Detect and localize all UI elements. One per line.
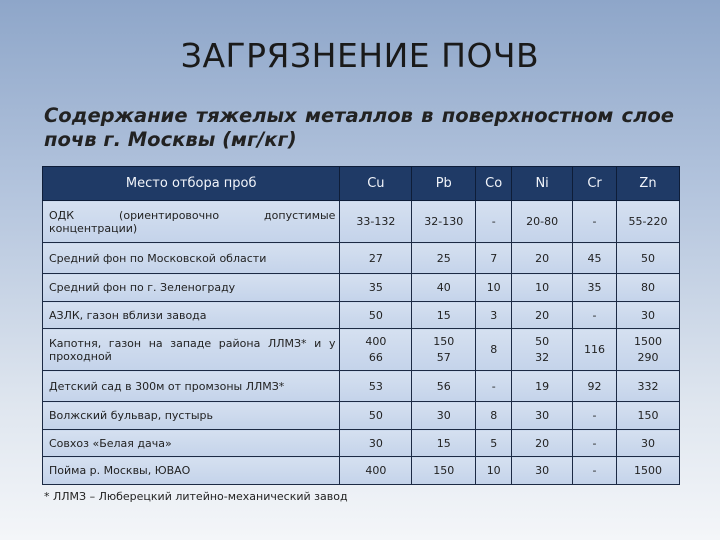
- value-cell: 30: [511, 456, 574, 485]
- value-cell: 20: [511, 429, 574, 457]
- column-header: Co: [475, 166, 513, 201]
- value-cell: 35: [572, 273, 618, 302]
- value-cell: 20: [511, 242, 574, 274]
- table-row: Волжский бульвар, пустырь 50 30 8 30-150: [41, 401, 680, 430]
- sampling-place-cell: Средний фон по Московской области: [41, 242, 341, 274]
- value-cell: 1500: [616, 456, 680, 485]
- sampling-place-cell: ОДК (ориентировочно допустимые концентра…: [41, 200, 341, 243]
- column-header: Zn: [616, 166, 680, 201]
- footnote: * ЛЛМЗ – Люберецкий литейно-механический…: [44, 490, 348, 503]
- value-cell: 27: [339, 242, 413, 274]
- table-row: Средний фон по г. Зеленограду 35 40 10 10 35 8…: [41, 273, 680, 302]
- value-cell: 150 57: [411, 328, 477, 371]
- value-cell: 30: [511, 401, 574, 430]
- value-cell: 30: [339, 429, 413, 457]
- column-header: Ni: [511, 166, 574, 201]
- table-row: АЗЛК, газон вблизи завода 50 15 3 20-30: [41, 301, 680, 329]
- value-cell: 56: [411, 370, 477, 402]
- value-cell: 116: [572, 328, 618, 371]
- table-row: Совхоз «Белая дача» 30 15 5 20-30: [41, 429, 680, 457]
- value-cell: 30: [616, 429, 680, 457]
- table-row: ОДК (ориентировочно допустимые концентра…: [41, 200, 680, 243]
- slide-subtitle: Содержание тяжелых металлов в поверхност…: [44, 104, 674, 151]
- value-cell: 15: [411, 301, 477, 329]
- sampling-place-cell: Волжский бульвар, пустырь: [41, 401, 341, 430]
- value-cell: 92: [572, 370, 618, 402]
- value-cell: 55-220: [616, 200, 680, 243]
- value-cell: 50: [616, 242, 680, 274]
- value-cell: 50: [339, 301, 413, 329]
- column-header: Cu: [339, 166, 413, 201]
- value-cell: 32-130: [411, 200, 477, 243]
- table-row: Пойма р. Москвы, ЮВАО 400 150 10 30-1500: [41, 456, 680, 485]
- value-cell: 50 32: [511, 328, 574, 371]
- value-cell: 35: [339, 273, 413, 302]
- table-row: Детский сад в 300м от промзоны ЛЛМЗ* 53 56…: [41, 370, 680, 402]
- value-cell: 20: [511, 301, 574, 329]
- value-cell: 53: [339, 370, 413, 402]
- table-row: Средний фон по Московской области 27 25 7 20…: [41, 242, 680, 274]
- table-row: Капотня, газон на западе района ЛЛМЗ* и …: [41, 328, 680, 371]
- value-cell: -: [572, 401, 618, 430]
- value-cell: 30: [411, 401, 477, 430]
- value-cell: 33-132: [339, 200, 413, 243]
- column-header: Место отбора проб: [41, 166, 341, 201]
- sampling-place-cell: Капотня, газон на западе района ЛЛМЗ* и …: [41, 328, 341, 371]
- sampling-place-cell: АЗЛК, газон вблизи завода: [41, 301, 341, 329]
- value-cell: 19: [511, 370, 574, 402]
- value-cell: 5: [475, 429, 513, 457]
- value-cell: 332: [616, 370, 680, 402]
- value-cell: 1500 290: [616, 328, 680, 371]
- value-cell: 150: [411, 456, 477, 485]
- sampling-place-cell: Совхоз «Белая дача»: [41, 429, 341, 457]
- value-cell: 10: [475, 456, 513, 485]
- value-cell: 45: [572, 242, 618, 274]
- value-cell: 30: [616, 301, 680, 329]
- value-cell: 400 66: [339, 328, 413, 371]
- value-cell: 8: [475, 401, 513, 430]
- value-cell: 10: [511, 273, 574, 302]
- slide-title: ЗАГРЯЗНЕНИЕ ПОЧВ: [180, 36, 540, 75]
- value-cell: 150: [616, 401, 680, 430]
- column-header: Cr: [572, 166, 618, 201]
- value-cell: -: [572, 429, 618, 457]
- value-cell: 15: [411, 429, 477, 457]
- column-header: Pb: [411, 166, 477, 201]
- value-cell: 8: [475, 328, 513, 371]
- value-cell: 10: [475, 273, 513, 302]
- value-cell: 400: [339, 456, 413, 485]
- value-cell: 40: [411, 273, 477, 302]
- value-cell: -: [475, 200, 513, 243]
- table-header-row: Место отбора проб Cu Pb Co Ni Cr Zn: [41, 166, 680, 201]
- value-cell: 80: [616, 273, 680, 302]
- heavy-metals-table: Место отбора проб Cu Pb Co Ni Cr Zn ОДК (ориен…: [41, 166, 680, 485]
- value-cell: -: [475, 370, 513, 402]
- value-cell: -: [572, 301, 618, 329]
- value-cell: 50: [339, 401, 413, 430]
- sampling-place-cell: Средний фон по г. Зеленограду: [41, 273, 341, 302]
- value-cell: -: [572, 456, 618, 485]
- sampling-place-cell: Детский сад в 300м от промзоны ЛЛМЗ*: [41, 370, 341, 402]
- value-cell: 7: [475, 242, 513, 274]
- value-cell: -: [572, 200, 618, 243]
- value-cell: 20-80: [511, 200, 574, 243]
- sampling-place-cell: Пойма р. Москвы, ЮВАО: [41, 456, 341, 485]
- value-cell: 25: [411, 242, 477, 274]
- value-cell: 3: [475, 301, 513, 329]
